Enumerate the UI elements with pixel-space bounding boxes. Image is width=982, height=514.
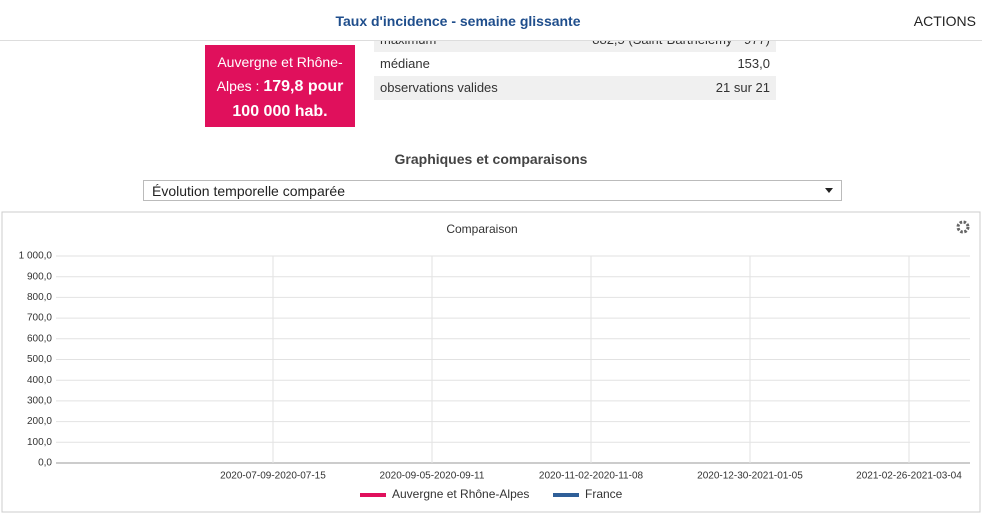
header: Taux d'incidence - semaine glissante ACT… [0, 0, 982, 41]
legend-label: Auvergne et Rhône-Alpes [392, 487, 529, 501]
x-tick-label: 2020-07-09-2020-07-15 [220, 471, 326, 482]
settings-icon[interactable] [956, 220, 970, 234]
y-tick-label: 1 000,0 [19, 251, 53, 262]
legend-label: France [585, 487, 623, 501]
stat-value: 21 sur 21 [715, 80, 770, 95]
chart-select[interactable]: Évolution temporelle comparée [143, 180, 842, 201]
page-title: Taux d'incidence - semaine glissante [335, 13, 581, 29]
x-tick-label: 2021-02-26-2021-03-04 [856, 471, 962, 482]
stat-value: 153,0 [737, 56, 770, 71]
y-tick-label: 300,0 [27, 396, 52, 407]
y-tick-label: 700,0 [27, 313, 52, 324]
chart-panel [1, 211, 981, 513]
chart-title: Comparaison [446, 222, 517, 236]
y-tick-label: 400,0 [27, 375, 52, 386]
highlight-value: 179,8 pour 100 000 hab. [232, 78, 344, 120]
y-tick-label: 600,0 [27, 333, 52, 344]
actions-button[interactable]: ACTIONS [913, 13, 976, 29]
stats-row: observations valides 21 sur 21 [374, 76, 776, 100]
y-tick-label: 900,0 [27, 271, 52, 282]
y-tick-label: 200,0 [27, 416, 52, 427]
x-tick-label: 2020-09-05-2020-09-11 [380, 471, 485, 482]
y-tick-label: 100,0 [27, 437, 52, 448]
select-value: Évolution temporelle comparée [152, 183, 345, 199]
y-tick-label: 800,0 [27, 292, 52, 303]
region-label: Auvergne et Rhône-Alpes : [216, 54, 343, 94]
stat-label: médiane [380, 56, 430, 71]
stat-label: observations valides [380, 80, 498, 95]
y-tick-label: 0,0 [38, 458, 52, 469]
highlight-box: Auvergne et Rhône-Alpes : 179,8 pour 100… [205, 45, 355, 127]
select-arrow [825, 188, 833, 193]
section-title: Graphiques et comparaisons [394, 151, 588, 167]
stats-row: médiane 153,0 [374, 52, 776, 76]
x-tick-label: 2020-11-02-2020-11-08 [539, 471, 644, 482]
y-tick-label: 500,0 [27, 354, 52, 365]
x-tick-label: 2020-12-30-2021-01-05 [697, 471, 803, 482]
